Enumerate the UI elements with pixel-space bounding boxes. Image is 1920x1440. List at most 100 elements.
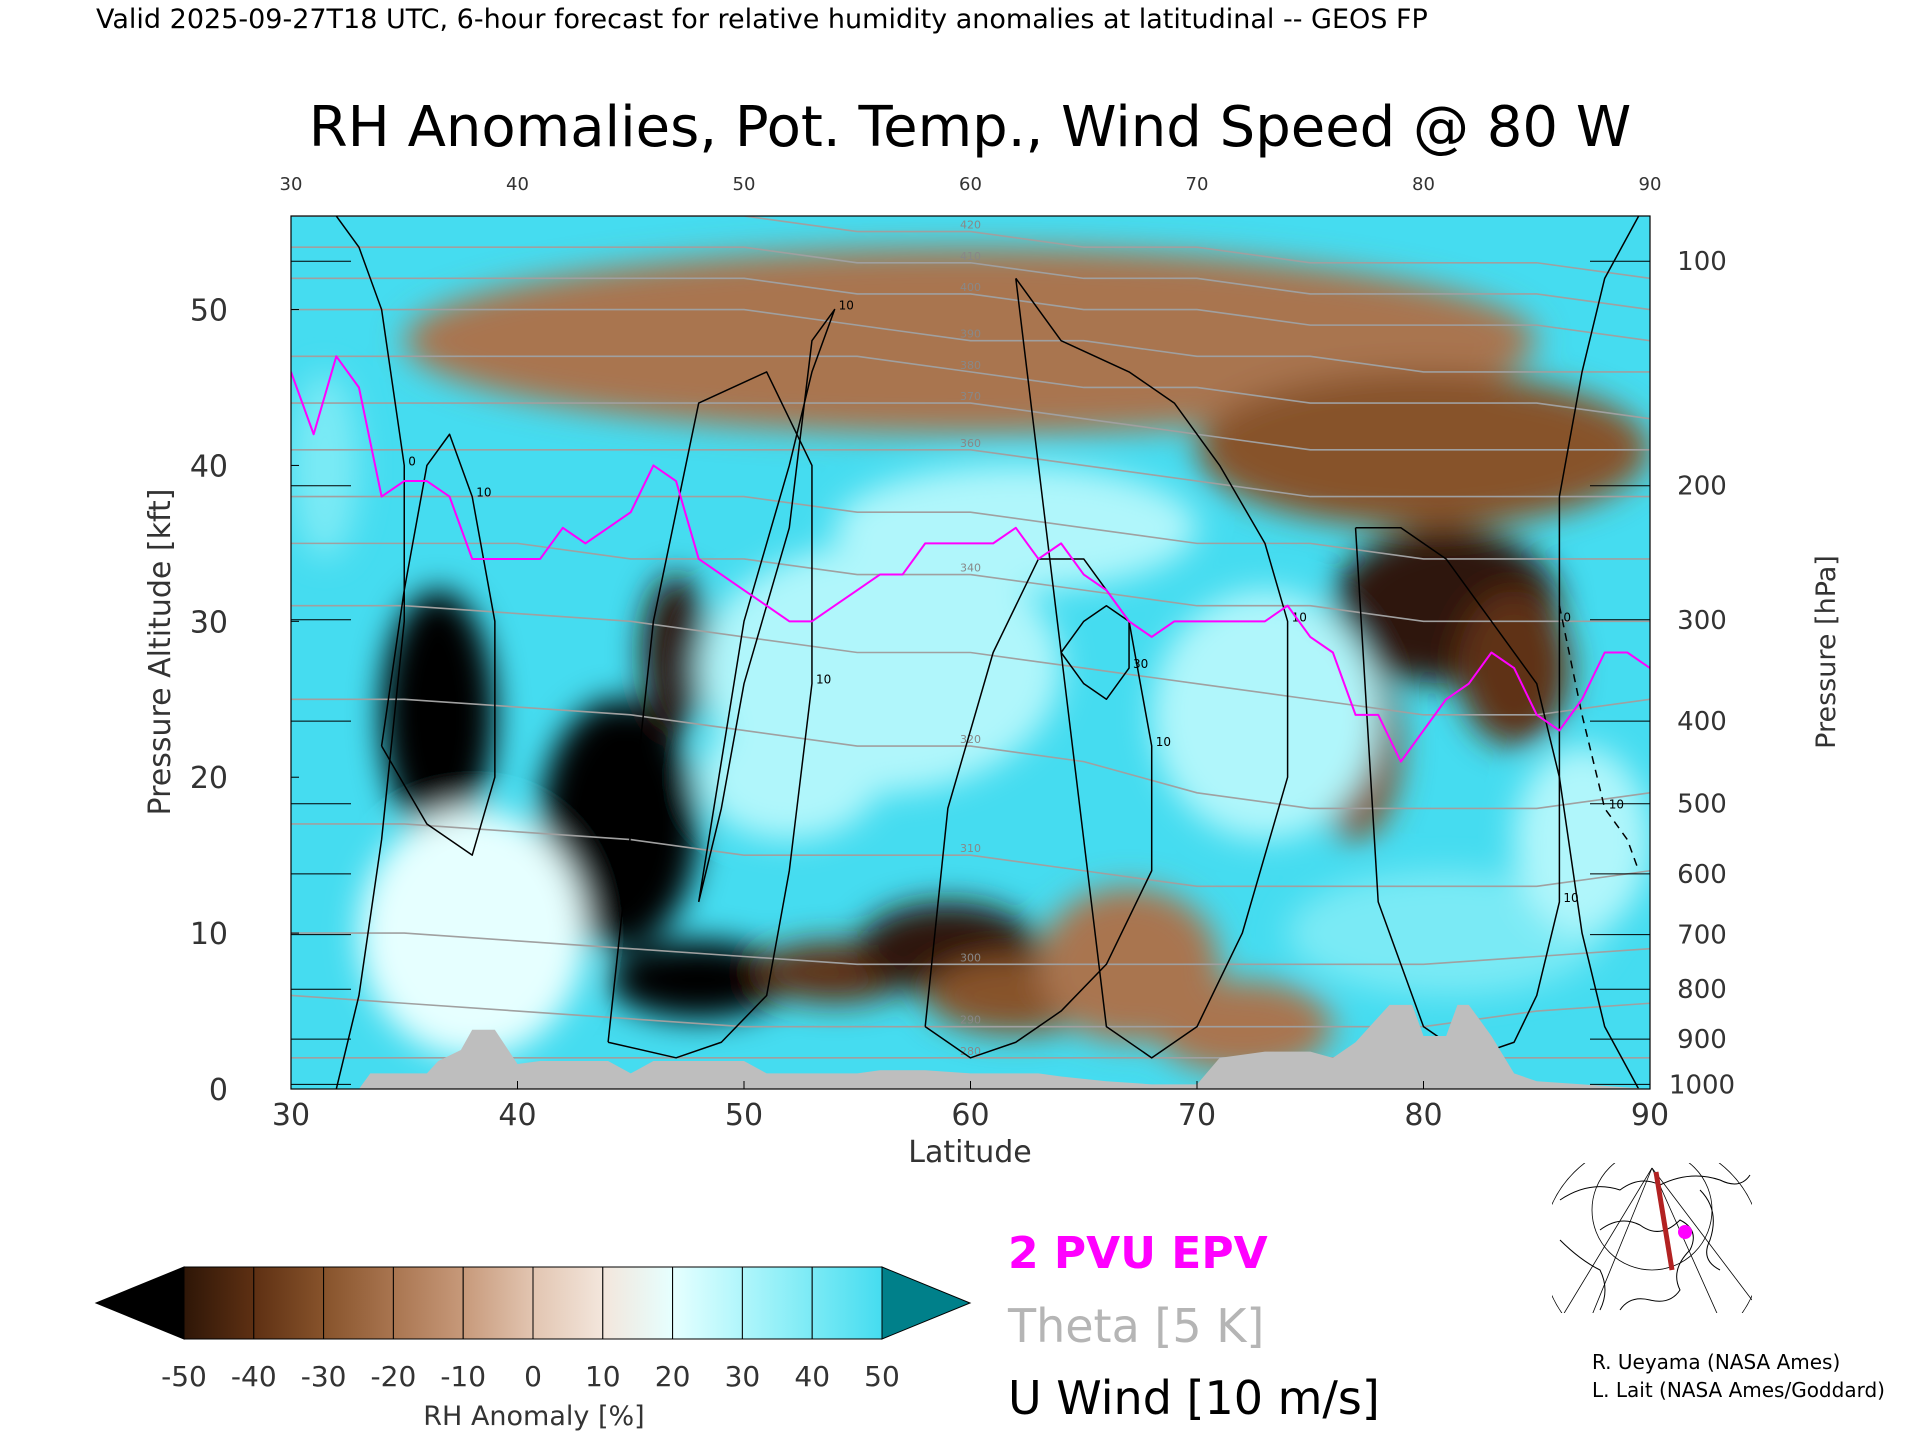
theta-label: 420 [960, 219, 981, 232]
rh-anomaly-cell [540, 699, 699, 949]
u-wind-label: 10 [1609, 797, 1624, 811]
theta-contour-350 [291, 495, 1650, 560]
rh-anomaly-cell [1514, 746, 1650, 934]
pressure-tick-label: 300 [1677, 606, 1727, 636]
u-wind-label: 10 [839, 299, 854, 313]
pressure-tick-label: 800 [1677, 975, 1727, 1005]
u-wind-contour [1060, 604, 1130, 701]
credit-2: L. Lait (NASA Ames/Goddard) [1592, 1378, 1885, 1402]
u-wind-label: 10 [816, 673, 831, 687]
u-wind-label: 10 [476, 486, 491, 500]
colorbar-tick-label: -50 [161, 1360, 207, 1393]
map-latitude-ring [1552, 1163, 1752, 1313]
pressure-tick-label: 700 [1677, 921, 1727, 951]
legend-theta: Theta [5 K] [1007, 1299, 1264, 1353]
rh-anomaly-cell [608, 940, 790, 1019]
colorbar-tick-label: -20 [371, 1360, 417, 1393]
colorbar-segment [323, 1266, 394, 1340]
theta-label: 410 [960, 250, 981, 263]
colorbar-tick-label: 30 [725, 1360, 761, 1393]
pressure-tick-label: 900 [1677, 1025, 1727, 1055]
pressure-tick-label: 100 [1677, 247, 1727, 277]
rh-anomaly-cell [642, 574, 711, 731]
map-meridian [1563, 1167, 1653, 1313]
theta-label: 340 [960, 562, 981, 575]
y2-axis-label: Pressure [hPa] [1811, 555, 1842, 749]
theta-label: 390 [960, 328, 981, 341]
epv-2pvu-contour [291, 355, 1650, 763]
x-top-tick-label: 90 [1639, 174, 1662, 195]
colorbar-low-arrow [94, 1266, 185, 1340]
colorbar-segment [253, 1266, 325, 1340]
chart-subtitle: Valid 2025-09-27T18 UTC, 6-hour forecast… [96, 4, 1428, 35]
theta-label: 360 [960, 437, 981, 450]
u-wind-contour [1354, 527, 1561, 1059]
rh-anomaly-cell [358, 808, 586, 1058]
u-wind-contour [924, 558, 1153, 1059]
x-top-tick-label: 80 [1412, 174, 1435, 195]
theta-contour-380 [291, 355, 1650, 420]
y-tick-label: 50 [190, 294, 228, 329]
pressure-tick-label: 600 [1677, 860, 1727, 890]
pressure-tick-label: 400 [1677, 707, 1727, 737]
u-wind-contour [1558, 605, 1640, 872]
colorbar-segment [741, 1266, 813, 1340]
x-tick-label: 90 [1631, 1098, 1669, 1133]
x-top-tick-label: 30 [280, 174, 303, 195]
u-wind-contour [697, 308, 836, 903]
colorbar-tick-label: 20 [655, 1360, 691, 1393]
x-tick-label: 50 [725, 1098, 763, 1133]
legend-epv: 2 PVU EPV [1008, 1228, 1268, 1279]
x-tick-label: 30 [272, 1098, 310, 1133]
theta-label: 370 [960, 390, 981, 403]
theta-contour-390 [291, 308, 1650, 373]
map-location-marker [1678, 1225, 1692, 1239]
colorbar-segment [462, 1266, 534, 1340]
legend: 2 PVU EPV Theta [5 K] U Wind [10 m/s] [1007, 1228, 1380, 1425]
rh-anomaly-cell [698, 714, 880, 840]
colorbar-tick-label: -40 [231, 1360, 277, 1393]
colorbar-tick-label: -10 [440, 1360, 486, 1393]
colorbar-segment [532, 1266, 604, 1340]
theta-contour-330 [291, 604, 1650, 716]
chart-title: RH Anomalies, Pot. Temp., Wind Speed @ 8… [309, 95, 1631, 160]
theta-label: 300 [960, 951, 981, 964]
y-tick-label: 20 [190, 761, 228, 796]
theta-label: 310 [960, 842, 981, 855]
colorbar-segment [811, 1266, 883, 1340]
x-top-tick-label: 70 [1186, 174, 1209, 195]
plot-area: 280290300310320340360370380390400410420 … [190, 174, 1735, 1133]
map-meridian [1651, 1167, 1752, 1301]
u-wind-label: 0 [1563, 610, 1571, 624]
u-wind-contour [1015, 277, 1289, 1059]
theta-contour-420 [291, 216, 1650, 280]
y-tick-label: 40 [190, 449, 228, 484]
pressure-tick-label: 1000 [1669, 1070, 1735, 1100]
location-map [1552, 1163, 1752, 1313]
map-section-line [1653, 1171, 1675, 1271]
colorbar: -50 -40 -30 -20 -10 0 10 20 30 40 50 [94, 1266, 972, 1393]
x-tick-label: 70 [1178, 1098, 1216, 1133]
theta-label: 290 [960, 1014, 981, 1027]
colorbar-segment [672, 1266, 743, 1340]
map-meridian [1651, 1167, 1718, 1313]
u-wind-label: 0 [408, 454, 416, 468]
rh-anomaly-cell [381, 590, 495, 840]
theta-contour-320 [291, 698, 1650, 810]
u-wind-contour [1558, 216, 1640, 1089]
x-top-tick-label: 50 [733, 174, 756, 195]
theta-label: 320 [960, 733, 981, 746]
credit-1: R. Ueyama (NASA Ames) [1592, 1350, 1841, 1374]
terrain-mask [291, 1004, 1650, 1089]
x-axis-label: Latitude [908, 1135, 1031, 1170]
theta-contour-340 [291, 542, 1650, 623]
terrain [291, 1004, 1650, 1089]
colorbar-label: RH Anomaly [%] [423, 1401, 644, 1432]
x-top-tick-label: 40 [506, 174, 529, 195]
map-coastline [1559, 1174, 1751, 1311]
theta-label: 400 [960, 281, 981, 294]
pressure-tick-label: 500 [1677, 790, 1727, 820]
